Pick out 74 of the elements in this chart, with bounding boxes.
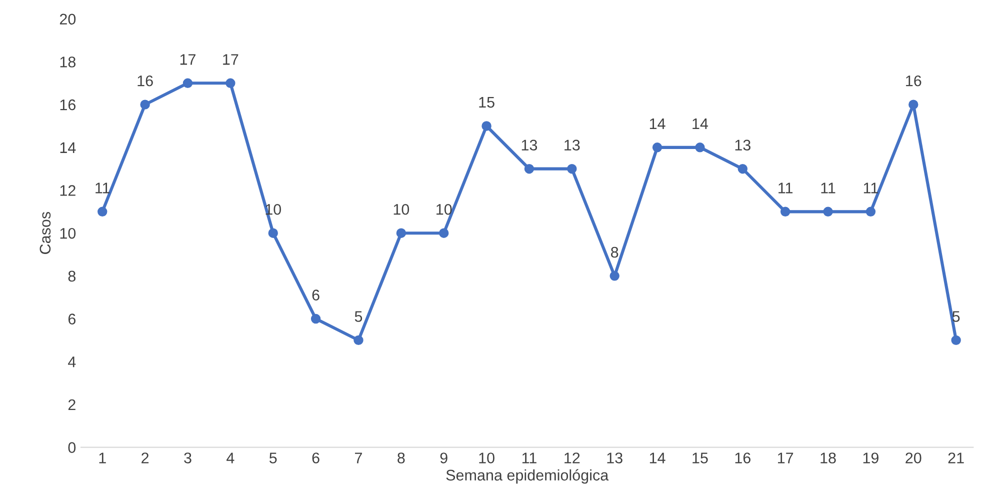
x-tick-label: 19 — [863, 452, 878, 464]
data-label: 14 — [692, 118, 708, 129]
data-label: 11 — [778, 182, 793, 194]
data-label: 13 — [564, 140, 580, 151]
point — [652, 142, 662, 152]
x-tick-label: 8 — [398, 452, 405, 464]
point — [268, 228, 278, 238]
data-label: 10 — [436, 204, 452, 215]
x-tick-label: 16 — [735, 452, 750, 464]
x-tick-label: 11 — [522, 452, 536, 464]
x-tick-label: 15 — [692, 452, 708, 464]
x-axis-title: Semana epidemiológica — [446, 469, 609, 484]
point — [951, 335, 961, 346]
data-label: 14 — [650, 118, 666, 129]
y-tick-label: 20 — [60, 14, 76, 25]
point — [823, 206, 833, 217]
y-tick-label: 16 — [60, 99, 76, 110]
data-label: 6 — [312, 290, 320, 300]
data-label: 11 — [864, 182, 878, 194]
data-label: 13 — [522, 140, 538, 151]
y-tick-label: 14 — [60, 142, 76, 153]
point — [738, 164, 748, 174]
point — [396, 228, 406, 238]
y-tick-label: 2 — [68, 399, 76, 410]
y-tick-label: 12 — [60, 185, 76, 196]
x-tick-label: 20 — [906, 452, 922, 464]
y-tick-label: 4 — [68, 356, 76, 368]
point — [182, 78, 193, 88]
x-tick-label: 17 — [778, 452, 794, 464]
data-label: 11 — [96, 182, 110, 194]
data-label: 10 — [394, 204, 410, 215]
point — [524, 164, 534, 174]
point — [567, 164, 577, 174]
data-label: 17 — [180, 54, 196, 65]
y-tick-label: 10 — [60, 228, 76, 239]
y-tick-label: 0 — [68, 442, 76, 453]
x-tick-label: 7 — [355, 452, 362, 464]
x-tick-label: 5 — [269, 452, 277, 464]
x-tick-label: 21 — [948, 452, 964, 464]
x-tick-label: 14 — [650, 452, 666, 464]
point — [354, 335, 364, 346]
x-tick-label: 12 — [564, 452, 580, 464]
point — [610, 271, 620, 281]
x-tick-label: 2 — [142, 452, 149, 464]
data-label: 8 — [611, 246, 618, 258]
point — [310, 314, 321, 324]
point — [226, 78, 236, 88]
point — [140, 100, 150, 110]
point — [908, 100, 918, 110]
x-tick-label: 13 — [607, 452, 622, 464]
x-tick-label: 4 — [226, 452, 234, 464]
x-tick-label: 9 — [440, 452, 448, 464]
x-tick-label: 18 — [820, 452, 836, 464]
y-tick-label: 6 — [68, 314, 76, 324]
point — [866, 206, 876, 217]
x-tick-label: 6 — [312, 452, 320, 464]
point — [780, 206, 790, 217]
y-tick-label: 18 — [60, 56, 76, 68]
data-label: 16 — [138, 75, 153, 86]
data-label: 17 — [223, 54, 238, 65]
x-tick-label: 3 — [184, 452, 192, 464]
data-label: 16 — [906, 75, 922, 86]
y-axis-title: Casos — [40, 212, 51, 254]
data-label: 5 — [354, 311, 362, 322]
point — [482, 121, 492, 131]
x-tick-label: 1 — [99, 452, 106, 464]
point — [695, 142, 705, 152]
y-tick-label: 8 — [68, 270, 76, 282]
point — [438, 228, 449, 238]
data-label: 11 — [821, 182, 836, 194]
data-label: 15 — [479, 97, 494, 108]
data-label: 13 — [735, 140, 750, 151]
x-tick-label: 10 — [479, 452, 494, 464]
point — [98, 206, 108, 217]
